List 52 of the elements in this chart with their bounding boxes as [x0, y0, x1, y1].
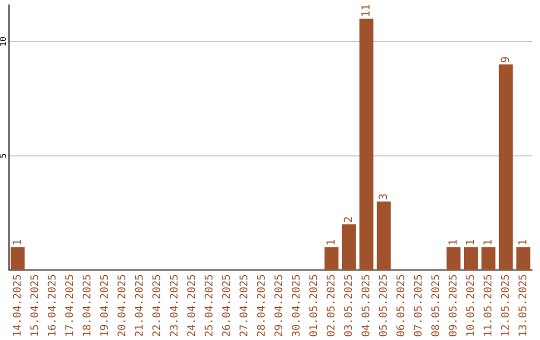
y-tick-label: 5: [0, 154, 6, 158]
bar: [10, 247, 25, 270]
bar: [498, 64, 513, 270]
x-tick-label: 16.04.2025: [48, 275, 56, 336]
x-tick-label: 12.05.2025: [501, 275, 509, 336]
x-tick-label: 20.04.2025: [117, 275, 126, 336]
x-tick-label: 11.05.2025: [484, 275, 492, 336]
y-tick-label: 10: [0, 37, 6, 46]
x-tick-label: 15.04.2025: [30, 275, 38, 336]
x-tick-label: 07.05.2025: [414, 275, 422, 336]
x-tick-label: 02.05.2025: [326, 275, 335, 336]
data-label: 11: [361, 4, 370, 16]
data-label: 1: [483, 240, 492, 244]
data-label: 3: [378, 194, 388, 200]
bar: [516, 247, 530, 270]
x-tick-label: 14.04.2025: [12, 275, 21, 336]
x-tick-label: 29.04.2025: [274, 275, 282, 336]
x-tick-label: 30.04.2025: [292, 275, 300, 336]
bar: [324, 247, 338, 270]
data-label: 1: [466, 240, 474, 244]
data-label: 1: [518, 240, 526, 244]
x-tick-label: 26.04.2025: [222, 275, 230, 336]
x-tick-label: 01.05.2025: [309, 275, 318, 336]
data-label: 1: [12, 240, 21, 244]
x-tick-label: 05.05.2025: [378, 275, 387, 336]
data-label: 9: [500, 57, 510, 62]
data-label: 1: [448, 240, 457, 244]
x-tick-label: 18.04.2025: [82, 275, 90, 336]
x-tick-label: 28.04.2025: [256, 275, 265, 336]
bar: [342, 224, 356, 270]
bar: [376, 201, 391, 270]
x-tick-label: 08.05.2025: [431, 275, 440, 336]
data-label: 2: [344, 217, 352, 222]
bar: [359, 18, 374, 270]
x-tick-label: 25.04.2025: [204, 275, 213, 336]
data-label: 1: [326, 240, 335, 244]
bar: [464, 247, 478, 270]
x-tick-label: 27.04.2025: [240, 275, 248, 336]
x-tick-label: 21.04.2025: [134, 275, 143, 336]
x-tick-label: 22.04.2025: [152, 275, 160, 336]
x-tick-label: 06.05.2025: [396, 275, 404, 336]
bar: [446, 247, 461, 270]
x-tick-label: 17.04.2025: [65, 275, 74, 336]
x-tick-label: 24.04.2025: [187, 275, 196, 336]
x-tick-label: 10.05.2025: [466, 275, 474, 336]
bar: [481, 247, 496, 270]
x-tick-label: 19.04.2025: [100, 275, 108, 336]
x-tick-label: 13.05.2025: [518, 275, 526, 336]
x-tick-label: 04.05.2025: [362, 275, 370, 336]
x-tick-label: 09.05.2025: [448, 275, 457, 336]
x-tick-label: 03.05.2025: [344, 275, 352, 336]
x-tick-label: 23.04.2025: [170, 275, 178, 336]
